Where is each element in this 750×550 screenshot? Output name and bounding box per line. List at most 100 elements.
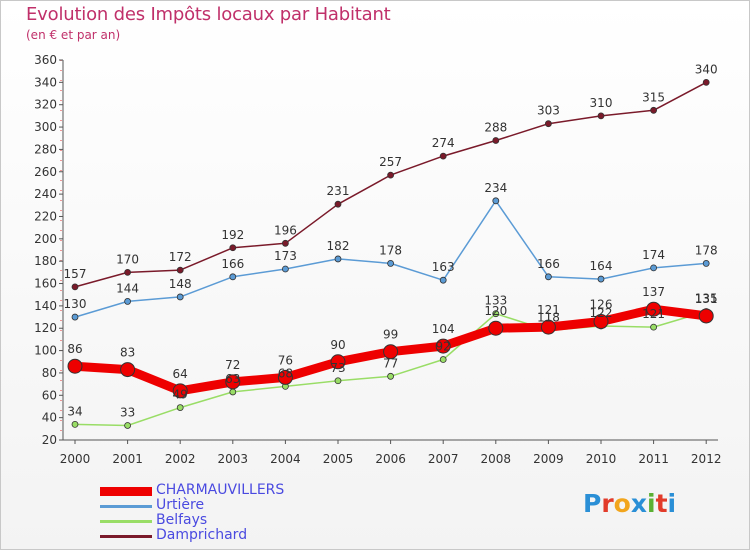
data-point: [597, 112, 605, 120]
data-label: 174: [642, 248, 665, 262]
data-point: [646, 301, 662, 317]
data-label: 178: [695, 243, 718, 257]
data-label: 131: [695, 292, 718, 306]
data-label: 178: [379, 243, 402, 257]
data-point: [387, 260, 395, 267]
data-point: [67, 358, 83, 374]
legend-swatch: [100, 505, 152, 508]
data-label: 182: [327, 239, 350, 253]
data-label: 49: [173, 388, 188, 402]
data-point: [229, 388, 237, 396]
data-point: [545, 120, 552, 128]
x-tick-label: 2007: [428, 452, 459, 466]
data-label: 234: [484, 181, 507, 195]
chart-axes: 20 40 60 80 100 120 140 160 180 200 220 240 260 280 30…: [34, 53, 721, 466]
data-point: [176, 293, 184, 301]
data-point: [277, 369, 293, 385]
data-point: [334, 200, 342, 208]
data-point: [334, 255, 342, 263]
data-label: 310: [590, 96, 613, 110]
data-label: 196: [274, 223, 297, 237]
y-tick-label: 180: [34, 254, 57, 268]
data-label: 63: [225, 372, 240, 386]
data-point: [387, 372, 395, 380]
data-label: 99: [383, 328, 398, 342]
data-point: [71, 313, 79, 321]
y-tick-label: 220: [34, 209, 57, 223]
data-label: 126: [590, 298, 613, 312]
data-label: 137: [642, 285, 665, 299]
data-point: [330, 354, 346, 370]
data-label: 170: [116, 252, 139, 266]
data-point: [593, 314, 609, 330]
data-label: 157: [64, 267, 87, 281]
data-label: 120: [484, 304, 507, 318]
x-tick-label: 2004: [270, 452, 301, 466]
data-label: 166: [221, 257, 244, 271]
legend-label: Belfays: [156, 512, 208, 528]
data-point: [545, 273, 552, 281]
series-points: [67, 78, 714, 429]
data-label: 257: [379, 155, 402, 169]
data-point: [650, 323, 657, 331]
legend-item: CHARMAUVILLERS: [100, 482, 400, 499]
y-tick-label: 260: [34, 165, 57, 179]
y-tick-label: 100: [34, 344, 57, 358]
data-point: [698, 308, 714, 324]
data-point: [229, 244, 237, 252]
data-point: [229, 273, 237, 281]
legend-swatch: [100, 535, 152, 538]
x-tick-label: 2009: [533, 452, 564, 466]
legend-item: Damprichard: [100, 527, 400, 544]
y-tick-label: 120: [34, 321, 57, 335]
data-point: [492, 197, 500, 205]
legend-label: CHARMAUVILLERS: [156, 482, 285, 498]
y-tick-label: 140: [34, 299, 57, 313]
y-tick-label: 200: [34, 232, 57, 246]
data-point: [702, 260, 710, 267]
chart-title: Evolution des Impôts locaux par Habitant: [26, 4, 391, 25]
data-point: [124, 298, 131, 305]
legend-label: Damprichard: [156, 527, 248, 543]
data-point: [172, 383, 188, 399]
data-label: 274: [432, 136, 455, 150]
data-label: 90: [330, 338, 345, 352]
data-label: 231: [327, 184, 350, 198]
y-tick-label: 240: [34, 187, 57, 201]
data-label: 104: [432, 322, 455, 336]
x-tick-label: 2001: [112, 452, 143, 466]
data-point: [176, 404, 184, 411]
data-label: 135: [695, 291, 718, 305]
data-label: 163: [432, 260, 455, 274]
data-label: 73: [330, 361, 345, 375]
data-label: 64: [173, 367, 188, 381]
data-label: 173: [274, 249, 297, 263]
data-point: [439, 276, 447, 284]
data-label: 148: [169, 277, 192, 291]
y-tick-label: 340: [34, 75, 57, 89]
x-tick-label: 2005: [323, 452, 354, 466]
data-label: 121: [537, 303, 560, 317]
data-label: 121: [642, 307, 665, 321]
data-labels: 157 170 172 192 196 231 257 274 288 303 310 315 340 1…: [64, 62, 718, 419]
data-point: [492, 310, 500, 318]
data-label: 133: [484, 294, 507, 308]
data-label: 68: [278, 366, 293, 380]
y-tick-label: 20: [42, 433, 57, 447]
data-point: [124, 268, 131, 276]
data-label: 303: [537, 104, 560, 118]
proxiti-logo: Proxiti: [583, 489, 677, 518]
chart-legend: CHARMAUVILLERS Urtière Belfays Damprichard: [100, 482, 400, 544]
data-point: [120, 362, 136, 378]
data-point: [650, 106, 657, 114]
y-tick-label: 360: [34, 53, 57, 67]
y-tick-label: 300: [34, 120, 57, 134]
data-label: 172: [169, 250, 192, 264]
data-point: [71, 283, 79, 291]
y-tick-label: 160: [34, 277, 57, 291]
legend-swatch: [100, 520, 152, 523]
data-point: [334, 377, 342, 385]
y-tick-label: 280: [34, 142, 57, 156]
data-label: 130: [64, 297, 87, 311]
